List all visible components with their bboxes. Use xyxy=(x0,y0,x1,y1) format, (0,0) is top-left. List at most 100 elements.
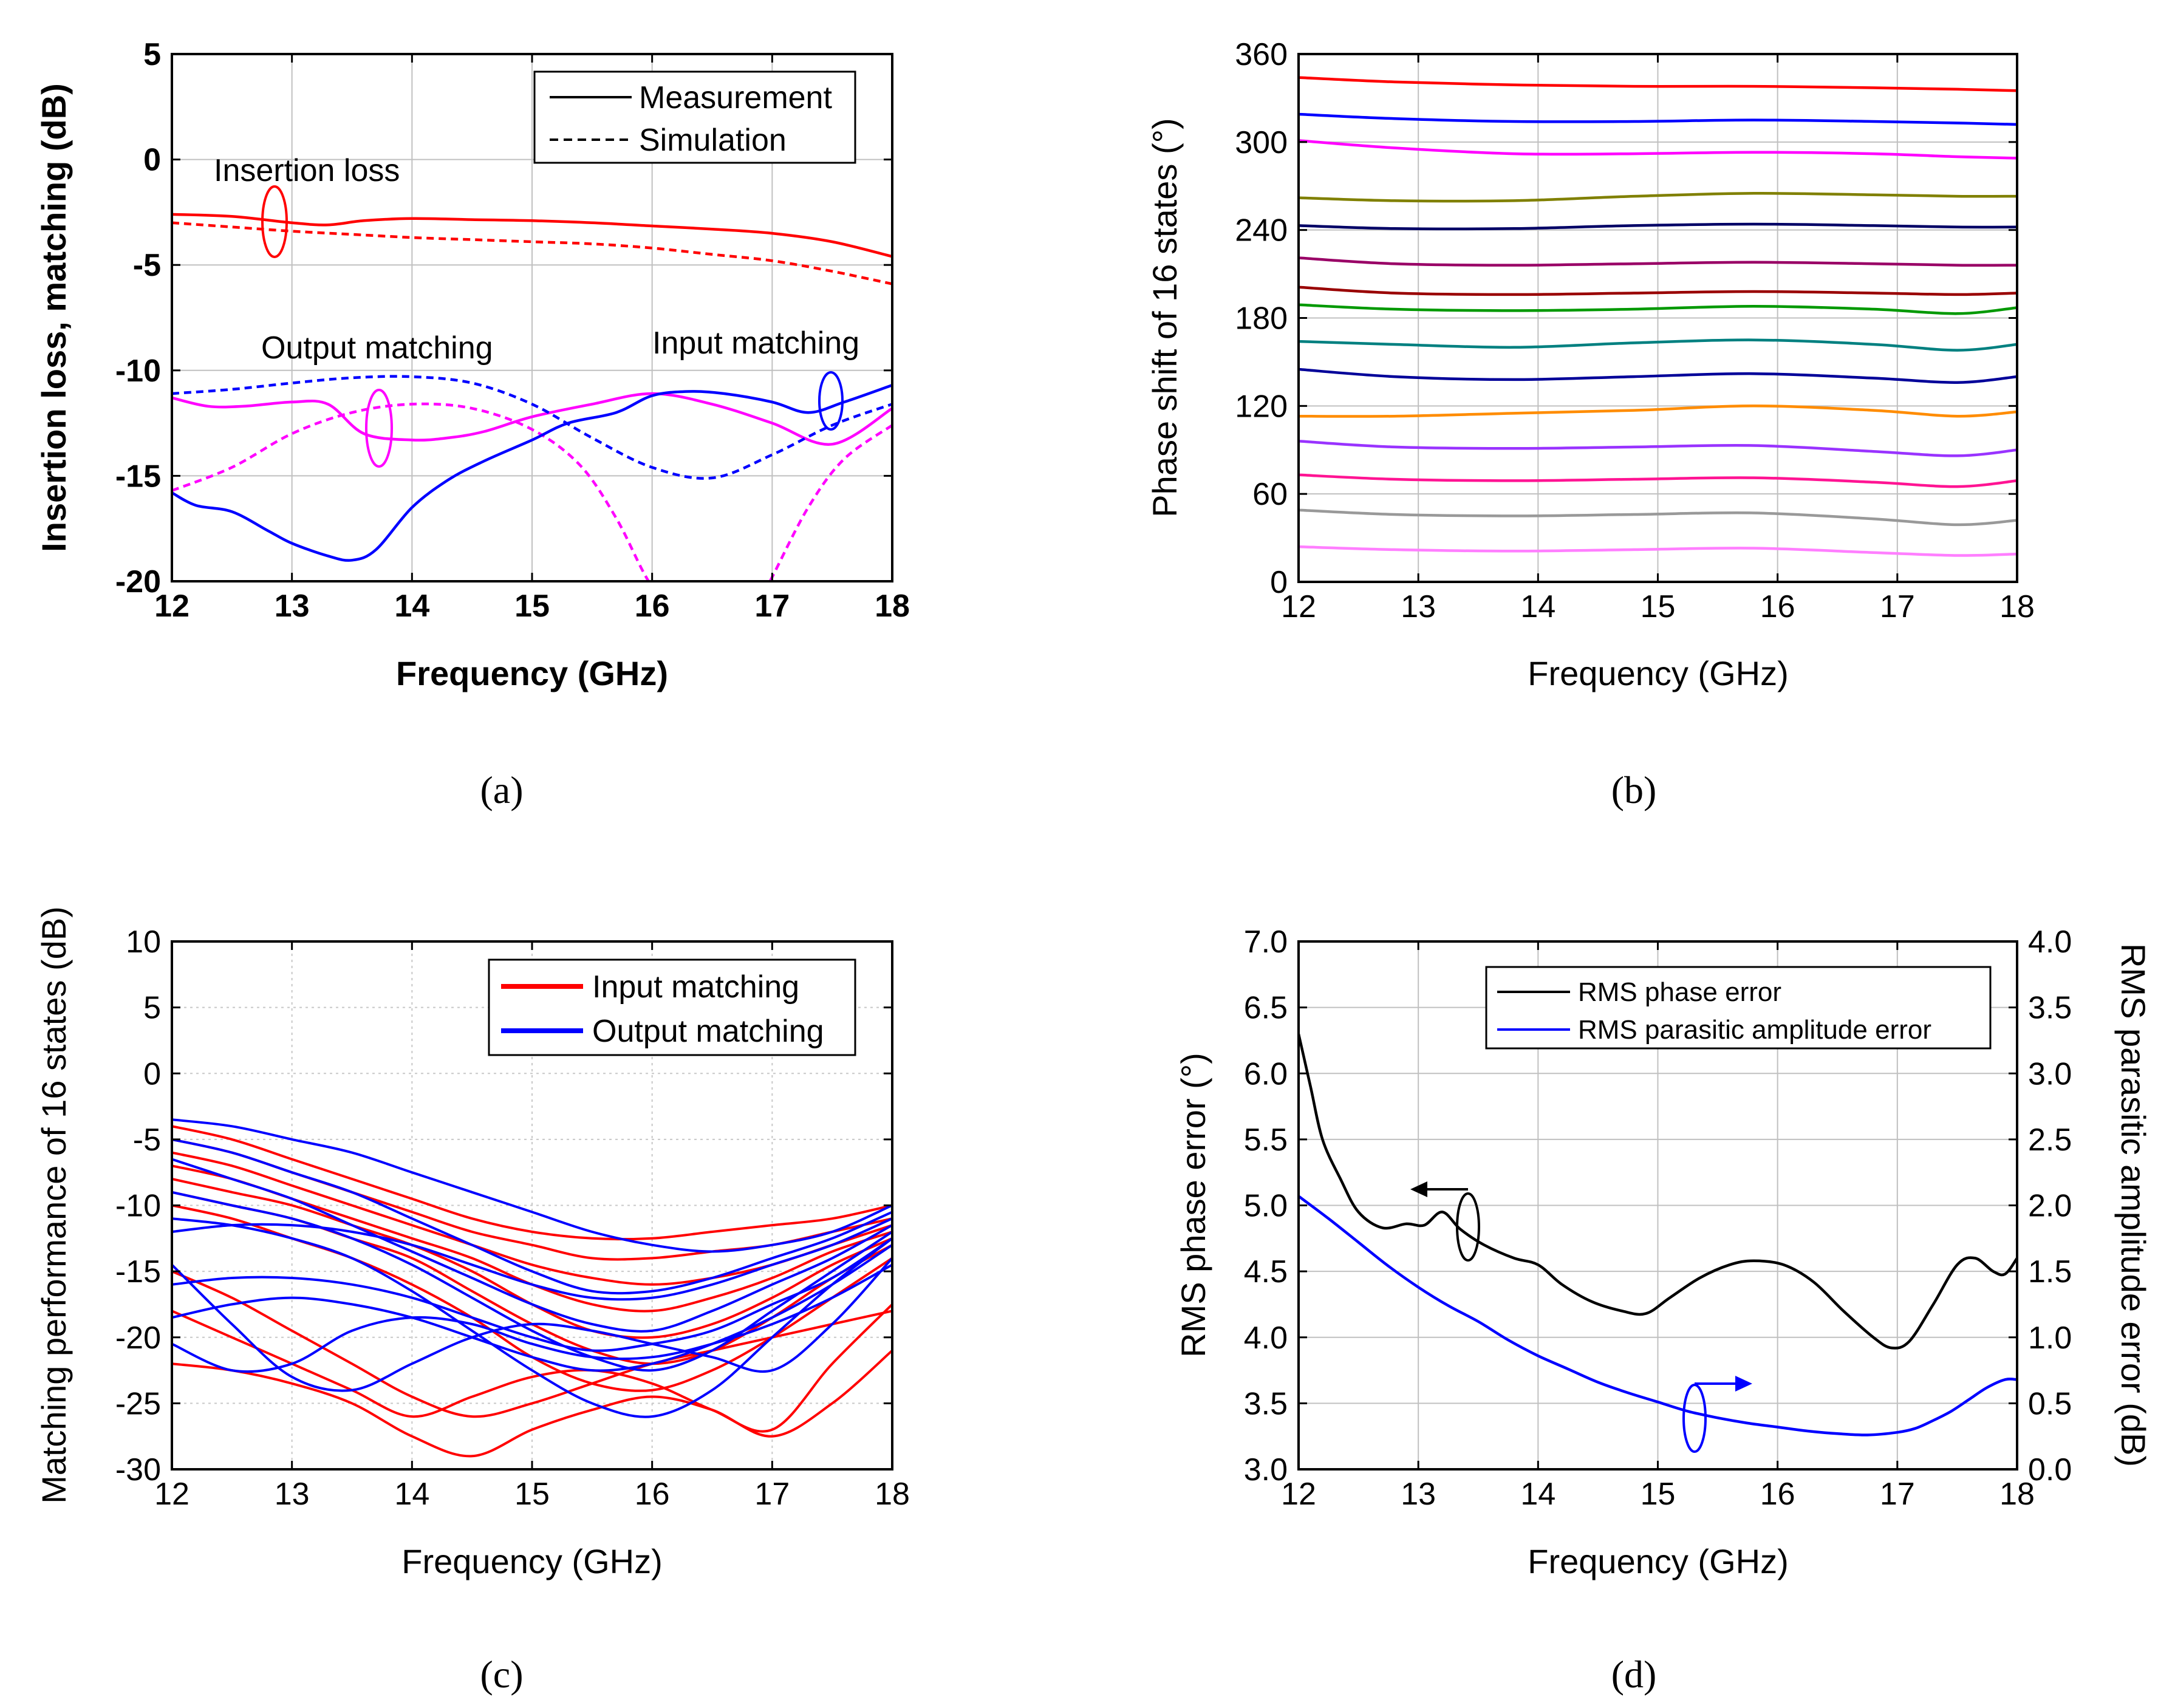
series-line-b-0 xyxy=(1299,545,2017,557)
panel-d-legend-box xyxy=(1485,966,1992,1050)
panel-c-ticks: 12 13 14 15 16 17 18 -30 -25 -20 -15 -10 -5 0 5 10 xyxy=(115,924,910,1512)
annotation-output-matching: Output matching xyxy=(261,330,493,366)
y-right-tick-label: 3.5 xyxy=(2028,991,2072,1026)
panel-c-label: (c) xyxy=(480,1653,523,1696)
panel-d-left-axis-title: RMS phase error (°) xyxy=(1174,1053,1212,1358)
x-tick-label: 15 xyxy=(1641,589,1676,624)
panel-c-plot-area xyxy=(172,1118,892,1458)
series-line-c-13 xyxy=(172,1190,892,1372)
series-line-b-12 xyxy=(1299,139,2017,160)
x-tick-label: 14 xyxy=(1520,1477,1555,1512)
x-tick-label: 15 xyxy=(1641,1477,1676,1512)
x-tick-label: 17 xyxy=(1880,589,1915,624)
x-tick-label: 12 xyxy=(154,1477,190,1512)
x-tick-label: 12 xyxy=(1281,1477,1316,1512)
series-line-c-11 xyxy=(172,1138,892,1295)
y-right-tick-label: 4.0 xyxy=(2028,924,2072,960)
panel-b-series xyxy=(1299,76,2017,557)
panel-d-legend: RMS phase error RMS parasitic amplitude … xyxy=(1485,966,1992,1050)
y-tick-label: 4.5 xyxy=(1244,1254,1288,1290)
y-tick-label: 5 xyxy=(143,37,161,72)
y-tick-label: 4.0 xyxy=(1244,1320,1288,1356)
x-tick-label: 18 xyxy=(875,589,910,624)
series-line-a-2 xyxy=(172,392,892,446)
x-tick-label: 14 xyxy=(394,589,429,624)
panel-a-annotations: Insertion loss Output matching Input mat… xyxy=(214,153,859,468)
x-tick-label: 14 xyxy=(394,1477,429,1512)
panel-b-grid xyxy=(1299,54,2017,582)
y-tick-label: 3.0 xyxy=(1244,1452,1288,1488)
x-tick-label: 16 xyxy=(635,1477,670,1512)
series-line-d-0 xyxy=(1299,1033,2017,1350)
panel-c-y-axis-title: Matching performance of 16 states (dB) xyxy=(35,906,73,1504)
y-right-tick-label: 0.0 xyxy=(2028,1452,2072,1488)
y-right-tick-label: 2.5 xyxy=(2028,1122,2072,1158)
y-tick-label: 10 xyxy=(126,924,161,960)
panel-b-x-axis-title: Frequency (GHz) xyxy=(1528,654,1788,692)
series-line-b-11 xyxy=(1299,192,2017,203)
x-tick-label: 17 xyxy=(754,1477,790,1512)
series-line-a-4 xyxy=(172,383,892,562)
series-line-a-0 xyxy=(172,213,892,258)
y-tick-label: -15 xyxy=(115,1254,161,1290)
series-line-c-14 xyxy=(172,1217,892,1418)
x-tick-label: 16 xyxy=(1760,589,1795,624)
y-right-tick-label: 3.0 xyxy=(2028,1056,2072,1091)
y-tick-label: 5 xyxy=(143,991,161,1026)
phase-error-arrow-head xyxy=(1410,1181,1427,1197)
panel-c-legend: Input matching Output matching xyxy=(488,958,856,1056)
x-tick-label: 16 xyxy=(635,589,670,624)
y-tick-label: -20 xyxy=(115,564,161,600)
y-tick-label: 6.5 xyxy=(1244,991,1288,1026)
panel-a-series xyxy=(172,213,892,581)
series-line-b-4 xyxy=(1299,405,2017,418)
panel-a-legend: Measurement Simulation xyxy=(533,70,856,164)
series-line-a-5 xyxy=(172,375,892,480)
output-matching-ellipse xyxy=(365,389,393,468)
series-line-c-17 xyxy=(172,1244,892,1372)
y-tick-label: -30 xyxy=(115,1452,161,1488)
panel-a-plot-area xyxy=(172,213,892,581)
phase-error-ellipse xyxy=(1456,1192,1480,1262)
panel-a-label: (a) xyxy=(480,768,523,811)
y-tick-label: 7.0 xyxy=(1244,924,1288,960)
y-tick-label: 120 xyxy=(1235,389,1288,424)
panel-d-plot-area xyxy=(1299,1033,2017,1436)
series-line-b-5 xyxy=(1299,367,2017,384)
y-tick-label: -10 xyxy=(115,354,161,389)
x-tick-label: 17 xyxy=(1880,1477,1915,1512)
series-line-a-3 xyxy=(172,402,892,581)
y-tick-label: 6.0 xyxy=(1244,1056,1288,1091)
y-tick-label: -25 xyxy=(115,1386,161,1421)
y-tick-label: -15 xyxy=(115,459,161,494)
x-tick-label: 18 xyxy=(875,1477,910,1512)
panel-d-label: (d) xyxy=(1611,1653,1657,1696)
panel-d: 12 13 14 15 16 17 18 3.0 3.5 4.0 4.5 5.0 5.5 6.0 6.5 7.… xyxy=(1174,924,2153,1696)
series-line-b-10 xyxy=(1299,222,2017,231)
legend-measurement-label: Measurement xyxy=(639,80,832,115)
y-tick-label: 0 xyxy=(143,143,161,178)
y-tick-label: 180 xyxy=(1235,301,1288,336)
x-tick-label: 18 xyxy=(1999,589,2035,624)
series-line-c-18 xyxy=(172,1237,892,1352)
y-right-tick-label: 0.5 xyxy=(2028,1386,2072,1421)
y-tick-label: -5 xyxy=(133,248,161,283)
series-line-b-13 xyxy=(1299,112,2017,126)
series-line-b-1 xyxy=(1299,508,2017,527)
panel-a-x-axis-title: Frequency (GHz) xyxy=(396,654,668,692)
y-tick-label: 5.0 xyxy=(1244,1189,1288,1224)
y-tick-label: 300 xyxy=(1235,125,1288,160)
x-tick-label: 14 xyxy=(1520,589,1555,624)
panel-b-label: (b) xyxy=(1611,768,1657,811)
y-tick-label: 240 xyxy=(1235,213,1288,248)
x-tick-label: 13 xyxy=(275,589,310,624)
panel-c-legend-box xyxy=(488,958,856,1056)
panel-c-x-axis-title: Frequency (GHz) xyxy=(401,1542,662,1580)
x-tick-label: 13 xyxy=(275,1477,310,1512)
legend-rms-phase-label: RMS phase error xyxy=(1578,977,1781,1007)
x-tick-label: 15 xyxy=(514,1477,550,1512)
panel-c: 12 13 14 15 16 17 18 -30 -25 -20 -15 -10 -5 0 5 10 Inpu… xyxy=(35,906,910,1696)
